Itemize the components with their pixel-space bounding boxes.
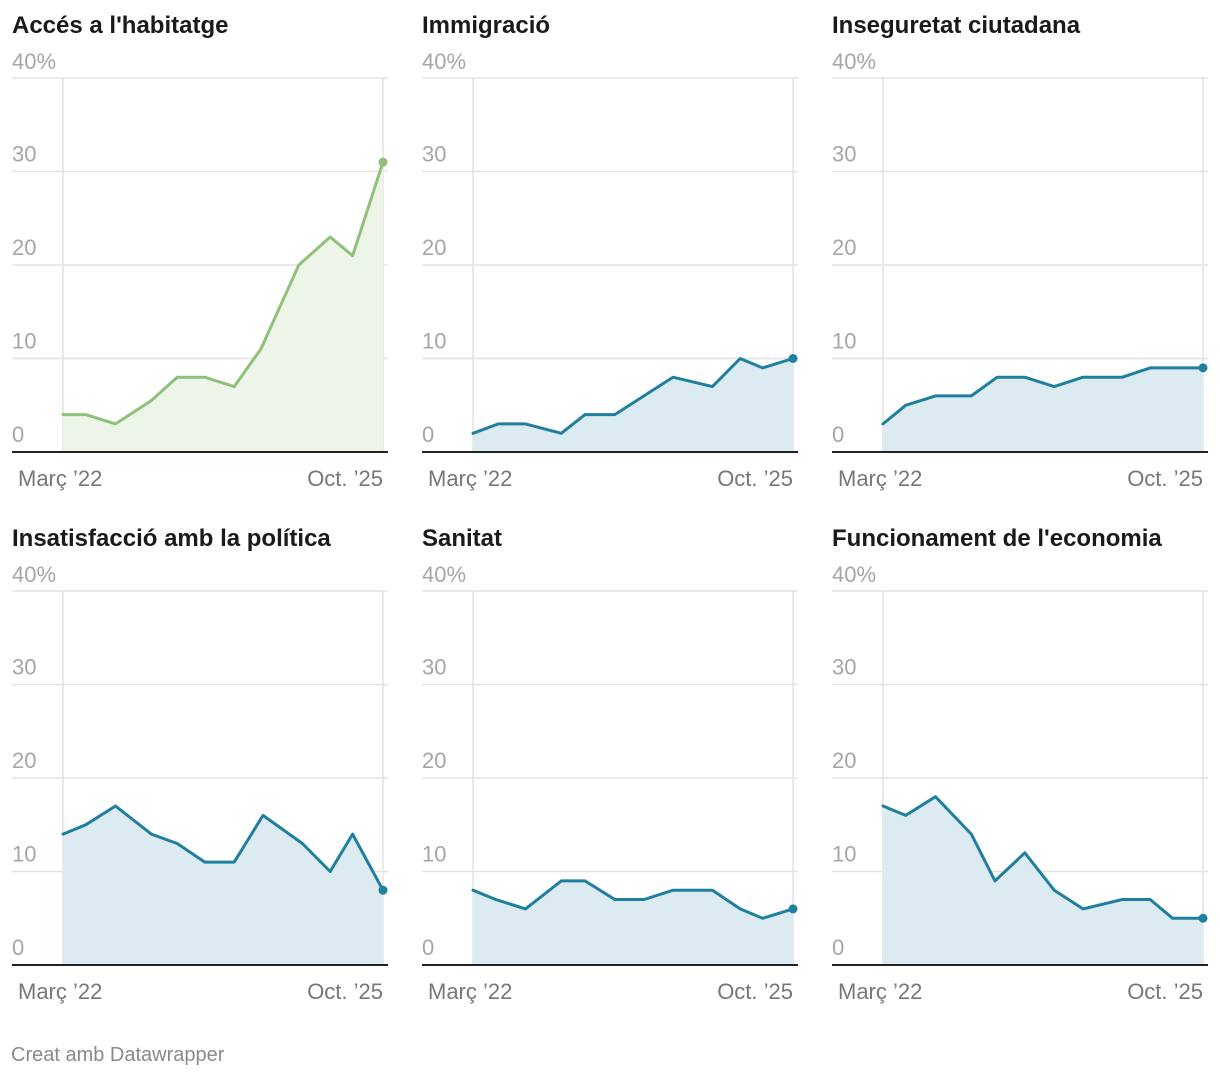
x-label-start: Març ’22	[838, 466, 922, 491]
series-line	[61, 804, 385, 892]
y-tick-label: 30	[422, 142, 446, 167]
panel-title: Immigració	[422, 12, 550, 39]
panel-title: Insatisfacció amb la política	[12, 525, 331, 552]
area-fill	[883, 796, 1203, 965]
y-tick-label: 40%	[12, 49, 56, 74]
panel-4: Insatisfacció amb la política 40% 30 20 10 0 M…	[12, 525, 388, 1004]
y-tick-label: 20	[422, 235, 446, 260]
y-tick-label: 20	[422, 748, 446, 773]
x-label-start: Març ’22	[838, 979, 922, 1004]
series-line	[881, 795, 1205, 920]
small-multiples-chart: Accés a l'habitatge 40% 30 20 10 0 Març ’22 Oct…	[12, 12, 1208, 1004]
panel-6: Funcionament de l'economia 40% 30 20 10 0 Març…	[832, 525, 1208, 1004]
y-tick-label: 0	[422, 422, 434, 447]
series-line	[471, 879, 795, 920]
y-tick-label: 10	[422, 842, 446, 867]
datawrapper-credit[interactable]: Creat amb Datawrapper	[11, 1044, 225, 1066]
y-tick-label: 20	[832, 235, 856, 260]
panel-title: Sanitat	[422, 525, 502, 552]
y-tick-label: 30	[422, 655, 446, 680]
x-label-end: Oct. ’25	[717, 466, 793, 491]
y-tick-label: 0	[12, 935, 24, 960]
panel-3: Inseguretat ciutadana 40% 30 20 10 0 Març ’22 O…	[832, 12, 1208, 491]
y-tick-label: 10	[832, 842, 856, 867]
series-line	[471, 357, 795, 435]
y-tick-label: 40%	[12, 562, 56, 587]
x-label-start: Març ’22	[18, 979, 102, 1004]
y-tick-label: 30	[12, 655, 36, 680]
area-fill	[63, 162, 383, 452]
y-tick-label: 40%	[422, 49, 466, 74]
x-label-end: Oct. ’25	[717, 979, 793, 1004]
y-tick-label: 0	[832, 422, 844, 447]
panel-2: Immigració 40% 30 20 10 0 Març ’22 Oct. ’25	[422, 12, 798, 491]
y-tick-label: 10	[12, 329, 36, 354]
area-fill	[883, 367, 1203, 452]
y-tick-label: 10	[832, 329, 856, 354]
y-tick-label: 30	[12, 142, 36, 167]
end-point[interactable]	[788, 904, 798, 914]
y-tick-label: 10	[12, 842, 36, 867]
y-tick-label: 40%	[422, 562, 466, 587]
x-label-start: Març ’22	[428, 466, 512, 491]
y-tick-label: 30	[832, 142, 856, 167]
x-label-end: Oct. ’25	[1127, 979, 1203, 1004]
end-point[interactable]	[788, 354, 798, 363]
end-point[interactable]	[1198, 363, 1208, 373]
y-tick-label: 40%	[832, 562, 876, 587]
end-point[interactable]	[1198, 913, 1208, 923]
panel-5: Sanitat 40% 30 20 10 0 Març ’22 Oct. ’25	[422, 525, 798, 1004]
y-tick-label: 20	[832, 748, 856, 773]
y-tick-label: 40%	[832, 49, 876, 74]
panel-title: Accés a l'habitatge	[12, 12, 228, 39]
x-label-end: Oct. ’25	[1127, 466, 1203, 491]
series-line	[881, 366, 1205, 426]
y-tick-label: 20	[12, 748, 36, 773]
x-label-end: Oct. ’25	[307, 466, 383, 491]
series-line	[61, 160, 385, 426]
y-tick-label: 0	[12, 422, 24, 447]
x-label-end: Oct. ’25	[307, 979, 383, 1004]
area-fill	[63, 806, 383, 965]
end-point[interactable]	[378, 157, 388, 167]
x-label-start: Març ’22	[428, 979, 512, 1004]
x-label-start: Març ’22	[18, 466, 102, 491]
panel-1: Accés a l'habitatge 40% 30 20 10 0 Març ’22 Oct…	[12, 12, 388, 491]
area-fill	[473, 880, 793, 965]
end-point[interactable]	[378, 885, 388, 895]
y-tick-label: 30	[832, 655, 856, 680]
panel-title: Funcionament de l'economia	[832, 525, 1162, 552]
y-tick-label: 0	[422, 935, 434, 960]
y-tick-label: 20	[12, 235, 36, 260]
y-tick-label: 0	[832, 935, 844, 960]
panel-title: Inseguretat ciutadana	[832, 12, 1081, 39]
area-fill	[473, 358, 793, 452]
y-tick-label: 10	[422, 329, 446, 354]
